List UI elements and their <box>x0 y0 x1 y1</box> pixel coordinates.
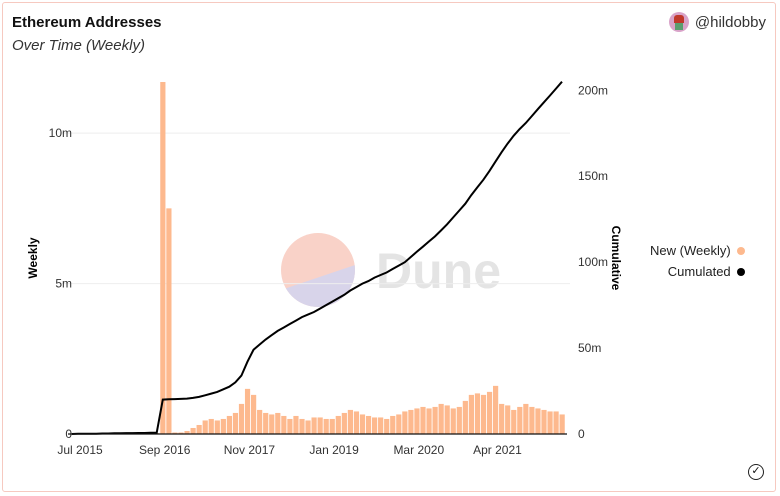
dune-watermark: Dune <box>281 233 501 307</box>
cumulated-line <box>71 81 563 435</box>
weekly-bar <box>232 412 239 434</box>
weekly-bar <box>251 394 257 434</box>
cumulated-dot-icon <box>736 267 745 276</box>
weekly-bar <box>511 409 517 434</box>
weekly-bar <box>202 420 208 434</box>
weekly-bar <box>456 406 462 434</box>
weekly-bar <box>426 408 432 434</box>
weekly-bar <box>390 415 396 434</box>
left-tick-label: 10m <box>49 126 72 140</box>
weekly-bar <box>402 411 408 434</box>
weekly-bar <box>420 406 426 434</box>
weekly-bar <box>365 415 372 434</box>
weekly-bar <box>323 418 329 434</box>
weekly-bar <box>499 403 505 434</box>
weekly-bar <box>450 408 456 434</box>
weekly-bar <box>160 82 166 434</box>
weekly-bar <box>311 417 317 434</box>
weekly-bar <box>347 409 353 434</box>
right-tick-label: 150m <box>578 169 608 183</box>
x-tick-label: Jul 2015 <box>57 443 103 457</box>
weekly-bar <box>317 417 323 434</box>
legend: New (Weekly) Cumulated <box>650 240 745 282</box>
weekly-bar <box>208 418 214 434</box>
weekly-bar <box>178 432 184 434</box>
x-tick-label: Apr 2021 <box>473 443 522 457</box>
weekly-bar <box>353 411 360 434</box>
weekly-bar <box>214 420 220 434</box>
weekly-bar <box>269 414 275 434</box>
left-tick-label: 5m <box>55 277 72 291</box>
weekly-bar <box>529 406 535 434</box>
weekly-bar <box>396 414 402 434</box>
weekly-bar <box>378 417 384 434</box>
right-axis-label: Cumulative <box>609 226 623 291</box>
weekly-bar <box>166 208 172 434</box>
weekly-bar <box>287 418 293 434</box>
weekly-bar <box>263 412 269 434</box>
weekly-bar <box>299 418 305 434</box>
legend-item-weekly[interactable]: New (Weekly) <box>650 240 745 261</box>
right-tick-label: 0 <box>578 427 585 441</box>
weekly-bar <box>190 427 196 434</box>
weekly-bar <box>238 403 245 434</box>
weekly-bar <box>384 418 390 434</box>
weekly-bar <box>257 409 263 434</box>
weekly-bar <box>341 412 347 434</box>
legend-item-cumulated[interactable]: Cumulated <box>650 261 745 282</box>
weekly-bar <box>305 420 311 434</box>
watermark-text: Dune <box>376 243 501 299</box>
x-tick-label: Sep 2016 <box>139 443 191 457</box>
weekly-bar <box>184 430 190 434</box>
weekly-bar <box>244 388 251 434</box>
right-tick-label: 50m <box>578 341 601 355</box>
right-tick-label: 200m <box>578 83 608 97</box>
watermark-logo-bottom <box>281 265 355 307</box>
weekly-bar <box>293 415 299 434</box>
weekly-bar <box>553 411 559 434</box>
weekly-bar <box>408 409 414 434</box>
weekly-bar <box>226 415 232 434</box>
weekly-bar <box>414 408 420 434</box>
weekly-bar <box>541 409 547 434</box>
weekly-bar <box>359 414 366 434</box>
weekly-bar <box>559 414 565 434</box>
weekly-bar <box>486 391 493 434</box>
avatar-icon <box>668 12 689 32</box>
x-tick-label: Nov 2017 <box>224 443 276 457</box>
x-tick-label: Mar 2020 <box>393 443 444 457</box>
weekly-bar <box>372 417 378 434</box>
weekly-bar <box>462 400 468 434</box>
weekly-bar <box>220 418 226 434</box>
check-circle-icon[interactable]: ✓ <box>748 464 764 480</box>
weekly-dot-icon <box>736 246 745 255</box>
weekly-bar <box>505 405 511 434</box>
weekly-bar <box>275 412 281 434</box>
weekly-bar <box>493 385 499 434</box>
weekly-bar <box>335 415 341 434</box>
weekly-bar <box>547 411 553 434</box>
weekly-bar <box>480 394 487 434</box>
weekly-bar <box>172 432 178 434</box>
x-tick-label: Jan 2019 <box>309 443 359 457</box>
weekly-bar <box>535 408 541 434</box>
weekly-bar <box>196 424 202 434</box>
weekly-bar <box>474 393 481 434</box>
weekly-bar <box>517 406 523 434</box>
author-name: @hildobby <box>694 13 766 31</box>
weekly-bar <box>444 405 450 434</box>
weekly-bar <box>468 394 474 434</box>
weekly-bar <box>329 418 335 434</box>
weekly-bar <box>281 415 287 434</box>
left-axis-label: Weekly <box>26 237 40 278</box>
weekly-bar <box>432 406 438 434</box>
right-tick-label: 100m <box>578 255 608 269</box>
chart-subtitle: Over Time (Weekly) <box>12 37 145 54</box>
weekly-bar <box>523 403 529 434</box>
weekly-bar <box>438 403 444 434</box>
chart-title: Ethereum Addresses <box>12 14 162 31</box>
author-link[interactable]: @hildobby <box>668 12 766 32</box>
